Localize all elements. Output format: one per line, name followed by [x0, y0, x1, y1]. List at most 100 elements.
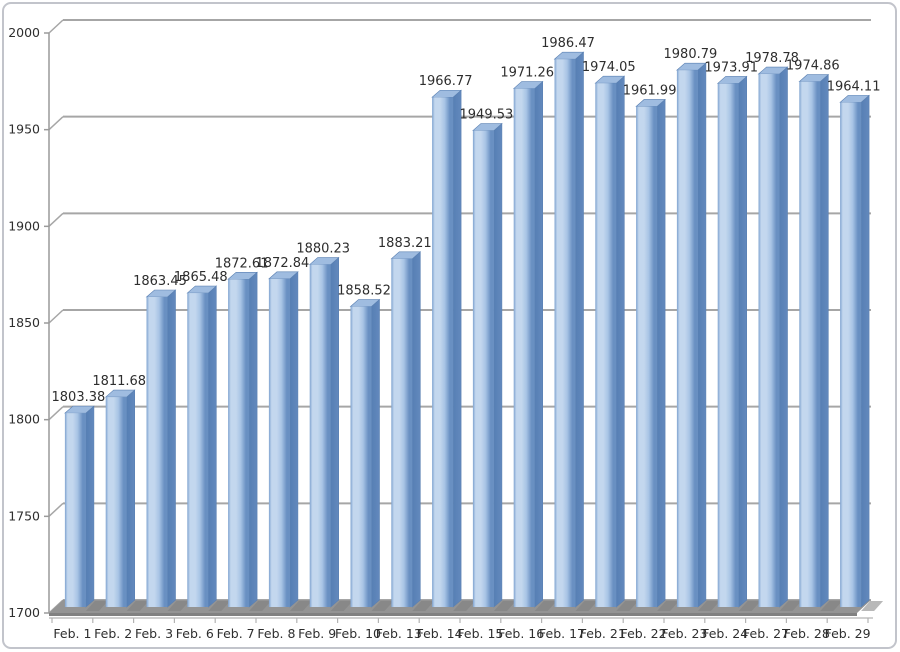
bar-feb-1: [64, 405, 95, 608]
bar-shadow: [534, 601, 557, 611]
bar-front-face: [513, 88, 535, 607]
gridline-depth-connector: [48, 212, 64, 227]
bar-feb-14: [431, 89, 462, 608]
x-axis-label: Feb. 17: [539, 626, 585, 641]
x-axis-label: Feb. 16: [498, 626, 544, 641]
bar-value-label: 1858.52: [337, 284, 391, 299]
x-axis-label: Feb. 8: [257, 626, 295, 641]
bar-shadow: [657, 601, 680, 611]
y-axis-label: 1900: [8, 218, 40, 233]
bar-front-face: [391, 258, 413, 607]
bar-side-face: [85, 405, 95, 608]
bar-value-label: 1986.47: [541, 36, 595, 51]
bar-side-face: [371, 298, 380, 608]
bar-side-face: [248, 271, 258, 608]
bar-front-face: [350, 306, 372, 607]
y-axis-label: 1750: [8, 508, 40, 523]
bar-front-face: [595, 83, 617, 608]
bar-front-face: [636, 106, 658, 608]
bar-side-face: [819, 73, 829, 608]
bar-side-face: [779, 66, 788, 608]
x-axis-label: Feb. 6: [176, 626, 214, 641]
bar-shadow: [371, 601, 394, 611]
x-axis-label: Feb. 2: [94, 626, 132, 641]
bar-side-face: [656, 98, 666, 608]
bar-value-label: 1865.48: [174, 270, 228, 285]
y-axis-label: 1700: [8, 605, 40, 620]
bar-front-face: [268, 278, 290, 607]
bar-front-face: [228, 279, 250, 607]
bar-shadow: [289, 601, 312, 611]
bar-front-face: [472, 130, 494, 608]
bar-value-label: 1964.11: [827, 79, 881, 94]
bar-value-label: 1971.26: [500, 66, 554, 81]
bar-feb-23: [676, 62, 707, 608]
y-axis-label: 2000: [8, 25, 40, 40]
bar-front-face: [717, 83, 739, 607]
x-axis-label: Feb. 1: [53, 626, 91, 641]
y-axis-label: 1950: [8, 122, 40, 137]
bar-value-label: 1872.84: [256, 256, 310, 271]
x-axis-label: Feb. 7: [217, 626, 255, 641]
x-axis-label: Feb. 15: [457, 626, 503, 641]
bar-feb-13: [390, 251, 422, 608]
bar-side-face: [289, 271, 299, 608]
bar-front-face: [105, 397, 127, 607]
gridline-depth-connector: [48, 406, 64, 421]
bar-shadow: [820, 601, 843, 611]
bar-value-label: 1883.21: [378, 236, 432, 251]
bar-side-face: [534, 80, 544, 608]
bar-value-label: 1961.99: [623, 83, 677, 98]
bar-feb-7: [227, 271, 258, 608]
bar-value-label: 1803.38: [52, 390, 106, 405]
bar-shadow: [616, 601, 639, 611]
bar-front-face: [187, 293, 209, 607]
x-axis-label: Feb. 24: [702, 626, 748, 641]
bar-shadow: [697, 601, 720, 611]
x-axis-label: Feb. 27: [743, 626, 789, 641]
bar-value-label: 1811.68: [92, 374, 146, 389]
bar-shadow: [493, 601, 516, 611]
bar-shadow: [249, 601, 272, 611]
bar-shadow: [861, 601, 884, 611]
bar-side-face: [452, 89, 462, 608]
x-axis-label: Feb. 9: [298, 626, 336, 641]
bar-feb-27: [757, 66, 789, 608]
bar-side-face: [860, 94, 870, 608]
bar-feb-9: [308, 256, 340, 608]
bar-feb-28: [798, 73, 830, 608]
bar-front-face: [554, 59, 576, 607]
bar-value-label: 1880.23: [296, 242, 350, 257]
x-axis-label: Feb. 3: [135, 626, 173, 641]
bar-shadow: [575, 601, 598, 611]
gridline-depth-connector: [48, 116, 64, 131]
bar-side-face: [738, 75, 748, 608]
bar-value-label: 1863.45: [133, 274, 187, 289]
bar-side-face: [697, 62, 707, 608]
bar-value-label: 1980.79: [664, 47, 718, 62]
bar-side-face: [411, 251, 421, 608]
bar-feb-29: [839, 94, 870, 608]
gridline-depth-connector: [48, 502, 64, 517]
y-axis-label: 1800: [8, 412, 40, 427]
bar-value-label: 1949.53: [460, 108, 514, 123]
bar-feb-16: [512, 80, 544, 608]
bar-front-face: [840, 102, 862, 608]
bar-side-face: [575, 51, 584, 608]
bar-shadow: [779, 601, 802, 611]
x-axis-label: Feb. 28: [784, 626, 830, 641]
bar-front-face: [758, 74, 780, 607]
bar-feb-10: [349, 298, 381, 608]
bar-feb-22: [635, 98, 666, 608]
x-axis-label: Feb. 10: [335, 626, 381, 641]
bar-feb-17: [553, 51, 585, 608]
bar-value-label: 1978.78: [745, 51, 799, 66]
bar-front-face: [64, 413, 86, 607]
bar-front-face: [146, 296, 168, 607]
bar-feb-3: [145, 289, 177, 608]
bar-front-face: [432, 97, 454, 608]
x-axis-label: Feb. 22: [621, 626, 667, 641]
bar-value-label: 1872.61: [215, 256, 269, 271]
bar-shadow: [126, 601, 149, 611]
